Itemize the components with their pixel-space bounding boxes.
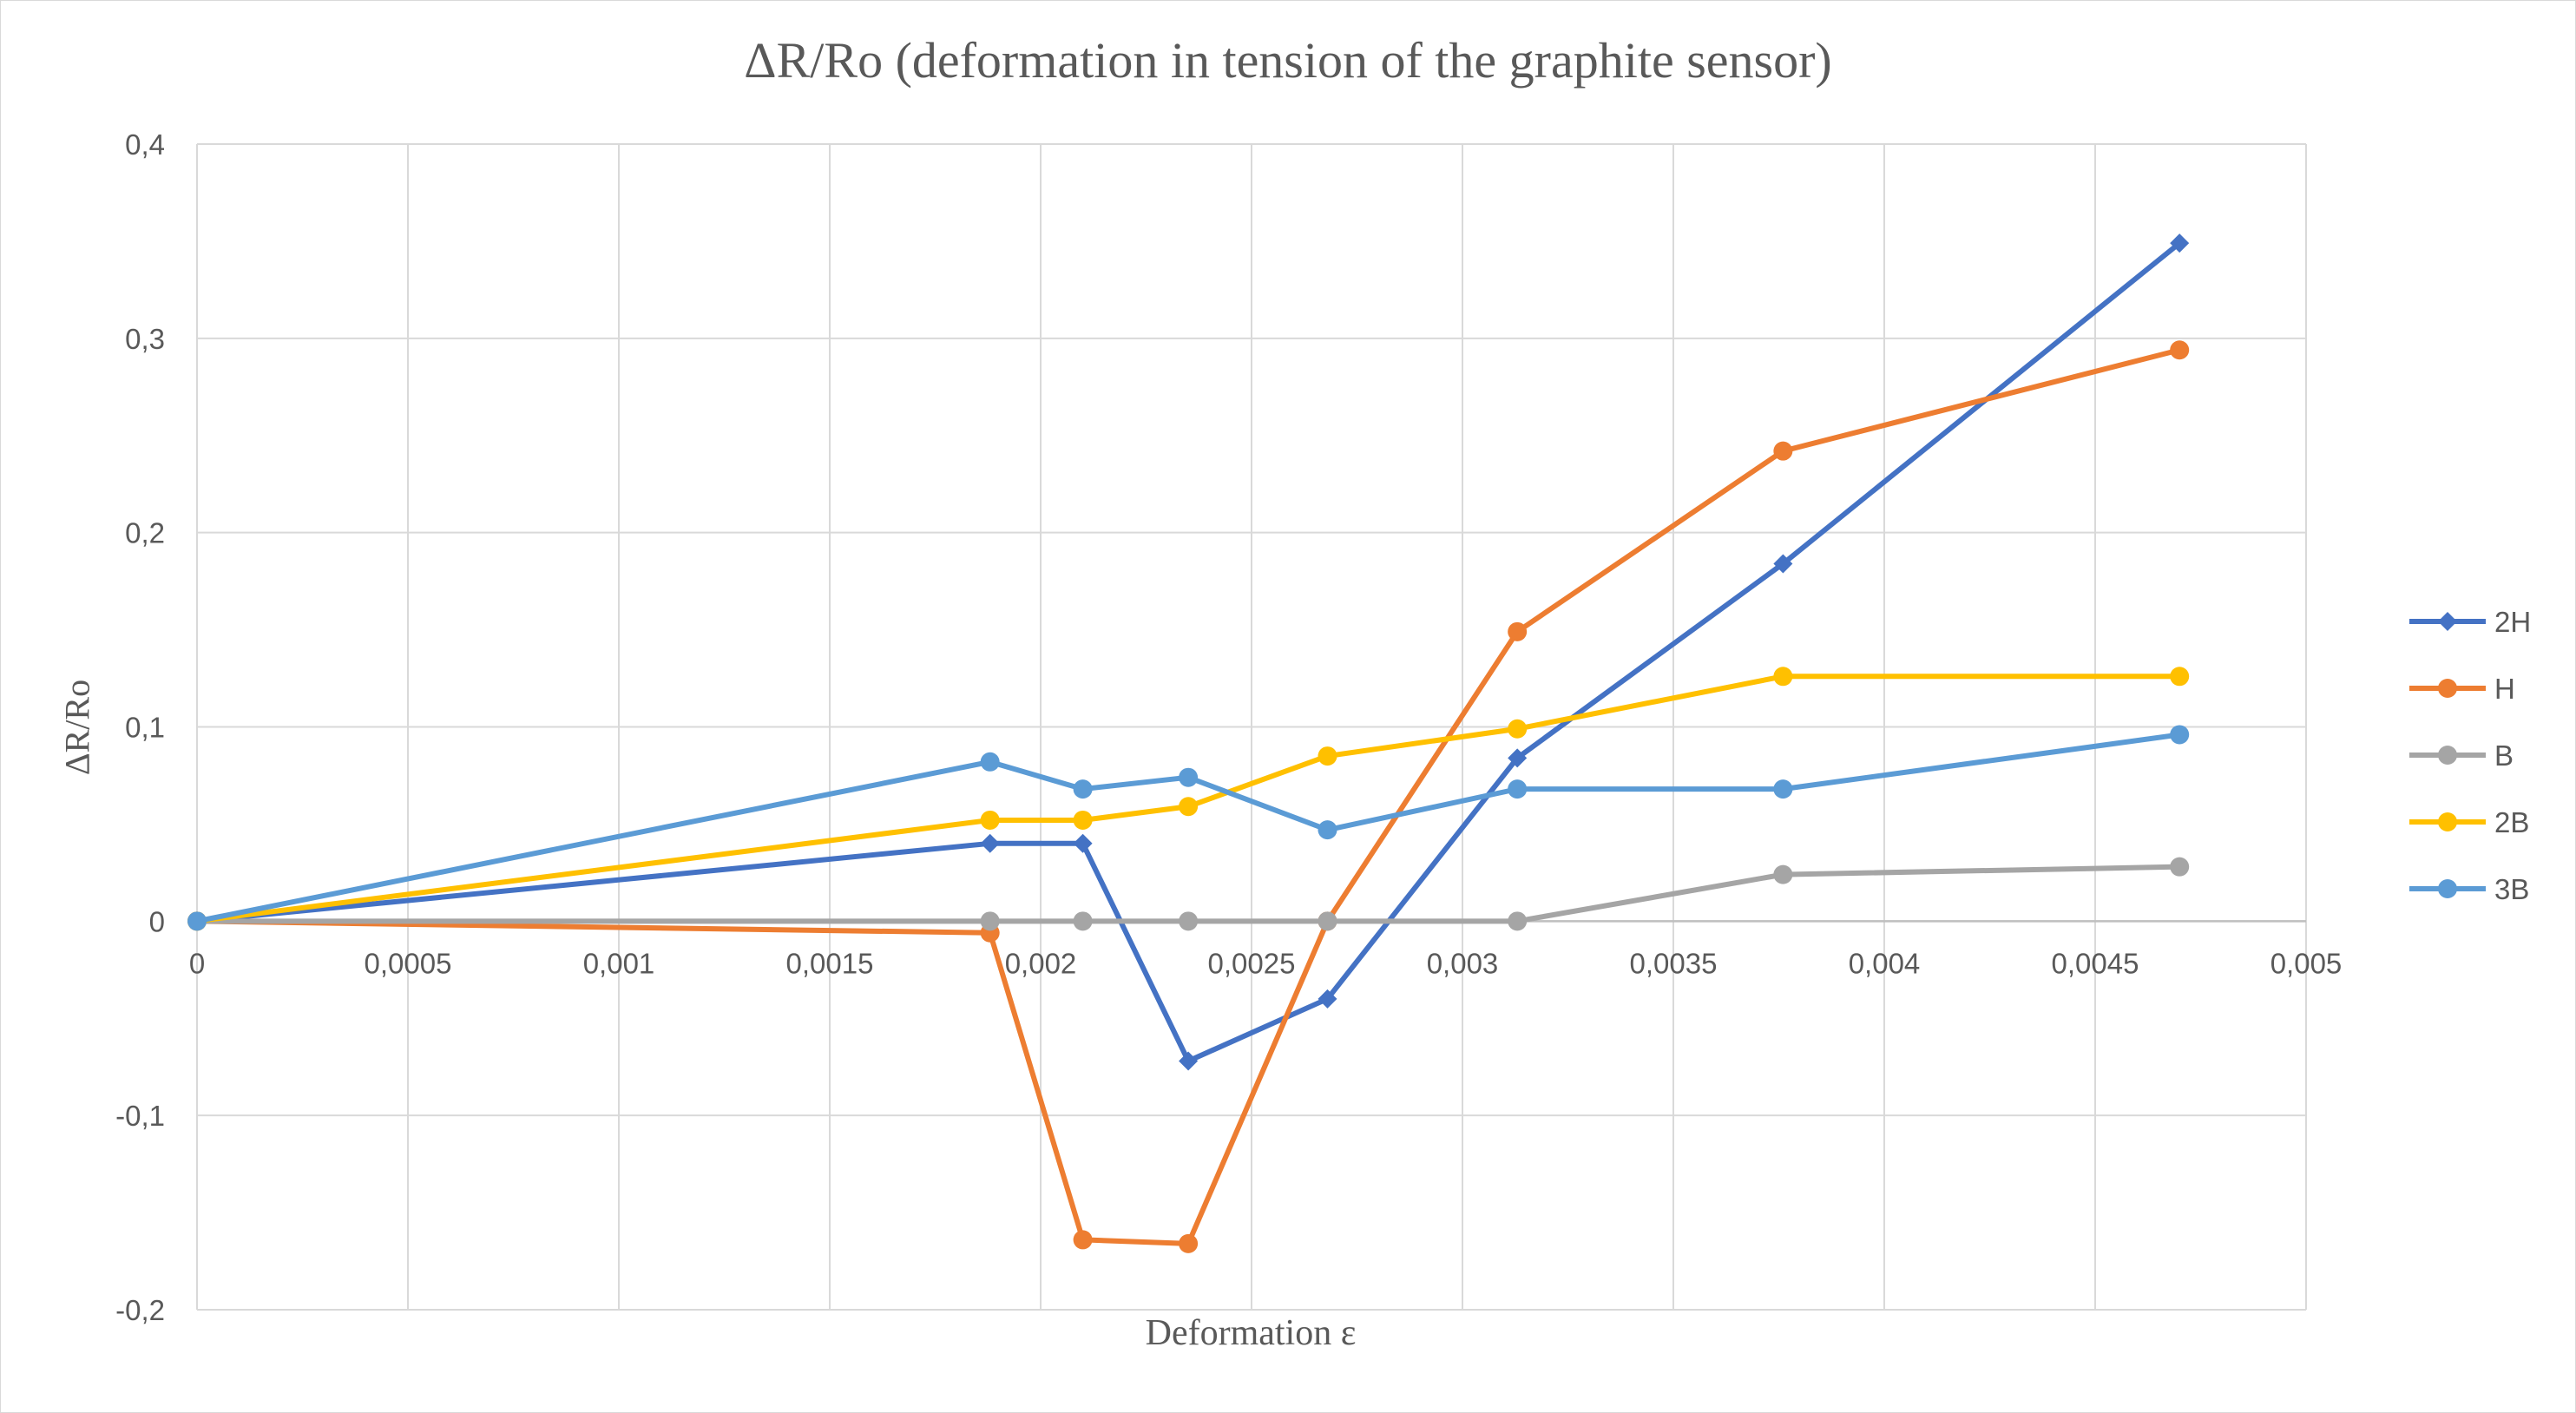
data-point-2b (1179, 797, 1199, 817)
data-point-b (1508, 911, 1528, 931)
x-tick-label: 0,0015 (786, 947, 874, 979)
data-point-3b (980, 752, 1000, 772)
data-point-h (1179, 1233, 1199, 1253)
x-tick-label: 0,0005 (365, 947, 452, 979)
x-tick-label: 0 (189, 947, 205, 979)
data-point-b (1179, 911, 1199, 931)
y-tick-label: -0,1 (115, 1100, 165, 1132)
data-point-2h (1073, 833, 1093, 853)
series-line-2b (196, 674, 2180, 924)
data-point-h (1508, 621, 1528, 641)
legend-marker-3b (2438, 879, 2457, 898)
x-axis-title: Deformation ε (1145, 1313, 1357, 1353)
data-point-2h (1508, 748, 1528, 768)
data-point-b (2170, 857, 2190, 877)
legend-marker-b (2438, 746, 2457, 765)
legend-marker-2b (2438, 812, 2457, 831)
series-line-3b (196, 732, 2180, 924)
series-line-b (197, 864, 2180, 924)
data-point-2b (2170, 667, 2190, 687)
data-point-3b (1508, 779, 1528, 799)
y-tick-label: 0,3 (125, 323, 165, 355)
series-line-2h (196, 240, 2182, 1064)
data-point-2h (1318, 989, 1337, 1009)
data-point-h (2170, 340, 2190, 360)
data-point-2h (980, 833, 1000, 853)
series-line-h (196, 347, 2180, 1246)
x-tick-label: 0,004 (1849, 947, 1921, 979)
data-point-3b (1318, 820, 1337, 840)
legend-marker-2h (2438, 612, 2457, 631)
legend-label-2h: 2H (2494, 606, 2531, 638)
data-point-2b (1318, 746, 1337, 766)
y-tick-label: 0,4 (125, 128, 165, 161)
data-point-b (980, 911, 1000, 931)
y-tick-label: 0 (149, 905, 165, 937)
data-point-b (1318, 911, 1337, 931)
data-point-2b (1508, 719, 1528, 739)
legend-marker-h (2438, 679, 2457, 698)
x-tick-label: 0,005 (2270, 947, 2343, 979)
x-tick-label: 0,001 (583, 947, 655, 979)
y-tick-label: 0,1 (125, 712, 165, 744)
x-tick-label: 0,0045 (2052, 947, 2139, 979)
legend-label-2b: 2B (2494, 806, 2529, 838)
data-point-3b (1073, 779, 1093, 799)
x-tick-label: 0,002 (1005, 947, 1077, 979)
data-point-2h (1179, 1051, 1199, 1071)
data-point-h (1073, 1230, 1093, 1250)
chart-title: ΔR/Ro (deformation in tension of the gra… (744, 32, 1832, 89)
data-point-b (1073, 911, 1093, 931)
data-point-3b (187, 911, 207, 931)
legend-label-h: H (2494, 673, 2515, 705)
data-point-2b (1073, 810, 1093, 830)
x-tick-label: 0,0035 (1630, 947, 1718, 979)
legend-label-3b: 3B (2494, 873, 2529, 905)
data-point-2h (1773, 554, 1793, 574)
y-tick-label: -0,2 (115, 1294, 165, 1326)
y-axis-title: ΔR/Ro (57, 679, 97, 776)
data-point-2h (2170, 233, 2190, 253)
data-point-h (1773, 441, 1793, 461)
data-point-2b (1773, 667, 1793, 687)
data-point-3b (2170, 725, 2190, 745)
data-point-b (1773, 864, 1793, 884)
legend-label-b: B (2494, 739, 2514, 772)
data-point-3b (1179, 767, 1199, 787)
x-tick-label: 0,003 (1427, 947, 1499, 979)
x-tick-label: 0,0025 (1208, 947, 1296, 979)
data-point-2b (980, 810, 1000, 830)
y-tick-label: 0,2 (125, 517, 165, 549)
data-point-3b (1773, 779, 1793, 799)
